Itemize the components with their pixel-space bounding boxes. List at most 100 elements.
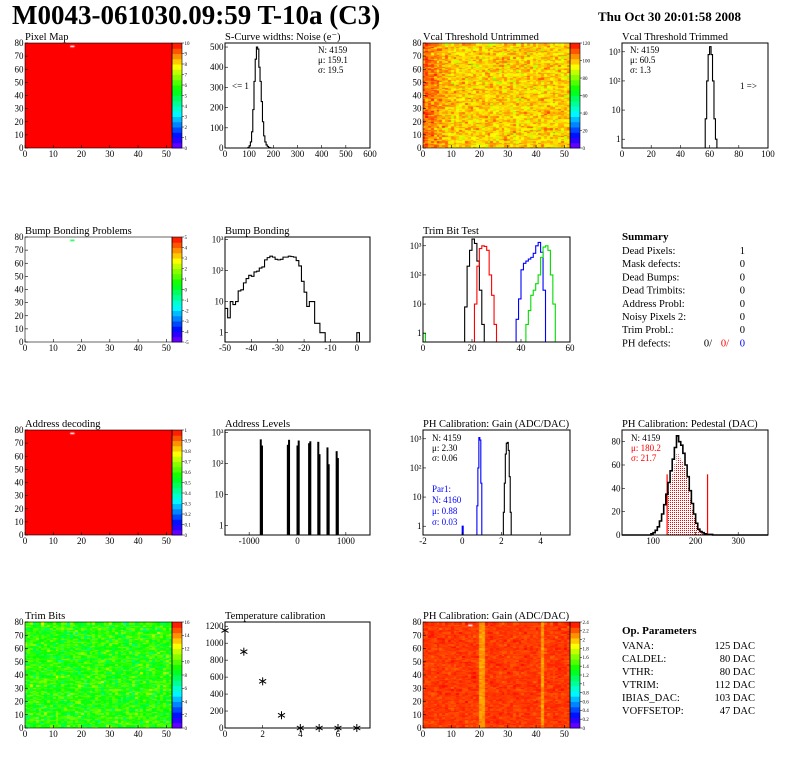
colorbar-segment [172, 451, 182, 457]
summary-value: 0 [740, 286, 745, 297]
colorbar-segment [172, 643, 182, 649]
y-tick-label: 80 [612, 437, 622, 447]
stats-line: N: 4160 [432, 495, 462, 505]
x-tick-label: 200 [267, 149, 281, 159]
colorbar-segment [570, 722, 580, 729]
colorbar-segment [172, 696, 182, 702]
y-tick-label: 60 [413, 644, 423, 654]
colorbar-tick-label: 9 [185, 52, 188, 57]
x-tick-label: 0 [223, 729, 228, 739]
y-tick-label: 10² [410, 270, 422, 280]
ph-defect-value: 0/ [704, 338, 712, 349]
phgain_map-panel: PH Calibration: Gain (ADC/DAC) 0 0.2 0.4 0.6… [413, 611, 590, 739]
y-tick-label: 50 [15, 271, 25, 281]
stats-line: μ: 0.88 [432, 506, 458, 516]
x-tick-label: 30 [503, 729, 513, 739]
y-tick-label: 50 [15, 77, 25, 87]
colorbar-segment [172, 503, 182, 510]
x-tick-label: 200 [689, 536, 703, 546]
colorbar-segment [172, 477, 182, 483]
x-tick-label: 50 [162, 536, 172, 546]
colorbar-segment [172, 440, 182, 447]
colorbar-segment [172, 456, 182, 462]
x-tick-label: 10 [447, 149, 457, 159]
x-tick-label: 50 [162, 149, 172, 159]
color-scale: 0 0.1 0.2 0.3 0.4 0.5 0.6 0.7 0.8 0.9 1 [171, 429, 192, 539]
plot-area [225, 237, 370, 342]
x-tick-label: 30 [105, 536, 115, 546]
plot-frame [422, 42, 571, 149]
colorbar-segment [172, 116, 182, 123]
colorbar-segment [172, 273, 182, 280]
level-bar [326, 447, 329, 535]
x-tick-label: 20 [475, 729, 485, 739]
colorbar-segment [570, 637, 580, 644]
pixel_map-panel: Pixel Map 0 1 2 3 4 5 6 7 8 9 10 0 10 20 30 40 50 0 10 20 30 4… [15, 32, 191, 159]
temp-panel: Temperature calibration 0 2 4 6 0 200 400 600 800… [206, 611, 371, 739]
plot-area [622, 43, 768, 148]
y-tick-label: 30 [15, 491, 25, 501]
y-tick-label: 1 [616, 134, 621, 144]
color-scale: 0 2 4 6 8 10 12 14 16 [171, 621, 190, 732]
colorbar-tick-label: 3 [185, 115, 188, 120]
summary-label: Address Probl: [622, 299, 685, 310]
panel-title: Pixel Map [25, 32, 68, 43]
y-tick-label: 40 [413, 91, 423, 101]
colorbar-tick-label: 0.9 [185, 439, 192, 444]
colorbar-tick-label: 100 [583, 59, 591, 64]
y-tick-label: 40 [413, 670, 423, 680]
op-parameters-title: Op. Parameters [622, 625, 697, 637]
colorbar-segment [172, 268, 182, 275]
colorbar-tick-label: 2.2 [583, 630, 590, 635]
y-tick-label: 0 [417, 723, 422, 733]
level-bar [288, 439, 291, 535]
panel-title: PH Calibration: Pedestal (DAC) [622, 419, 758, 430]
colorbar-segment [172, 310, 182, 317]
op-parameter-label: VTRIM: [622, 680, 659, 691]
x-tick-label: 10 [49, 149, 59, 159]
colorbar-segment [172, 69, 182, 75]
x-tick-label: 400 [315, 149, 329, 159]
colorbar-tick-label: 0.6 [583, 700, 590, 705]
colorbar-segment [172, 43, 182, 49]
op-parameter-label: VTHR: [622, 667, 654, 678]
x-tick-label: 50 [560, 729, 570, 739]
colorbar-tick-label: -4 [185, 330, 190, 335]
colorbar-tick-label: 0 [185, 534, 188, 539]
colorbar-tick-label: 0.1 [185, 523, 192, 528]
x-tick-label: 40 [532, 149, 542, 159]
y-tick-label: 100 [210, 123, 224, 133]
x-tick-label: 30 [105, 149, 115, 159]
y-tick-label: 10 [413, 299, 423, 309]
x-tick-label: 0 [460, 536, 465, 546]
x-tick-label: 40 [517, 343, 527, 353]
colorbar-tick-label: -1 [185, 299, 190, 304]
colorbar-segment [172, 315, 182, 322]
colorbar-tick-label: 0 [185, 727, 188, 732]
colorbar-tick-label: 60 [583, 94, 589, 99]
x-tick-label: 10 [49, 536, 59, 546]
timestamp: Thu Oct 30 20:01:58 2008 [598, 9, 741, 24]
colorbar-segment [570, 58, 580, 65]
y-tick-label: 60 [15, 451, 25, 461]
histogram-series [225, 46, 370, 149]
bump-panel: Bump Bonding -50 -40 -30 -20 -10 0 1 10 10² 10³ [212, 226, 371, 353]
level-bar [308, 443, 311, 535]
panel-title: Bump Bonding Problems [25, 226, 132, 237]
x-tick-label: 30 [105, 343, 115, 353]
colorbar-segment [172, 53, 182, 60]
y-tick-label: 1 [417, 521, 422, 531]
trimbit-panel: Trim Bit Test 0 20 40 60 1 10 10² 10³ [410, 226, 575, 353]
colorbar-segment [570, 74, 580, 81]
op-parameter-label: VOFFSETOP: [622, 706, 684, 717]
page-title: M0043-061030.09:59 T-10a (C3) [12, 0, 381, 30]
level-bar [327, 464, 330, 535]
y-tick-label: 400 [210, 689, 224, 699]
y-tick-label: 50 [413, 657, 423, 667]
op-parameter-value: 80 DAC [720, 667, 755, 678]
y-tick-label: 1000 [206, 638, 225, 648]
y-tick-label: 30 [15, 104, 25, 114]
